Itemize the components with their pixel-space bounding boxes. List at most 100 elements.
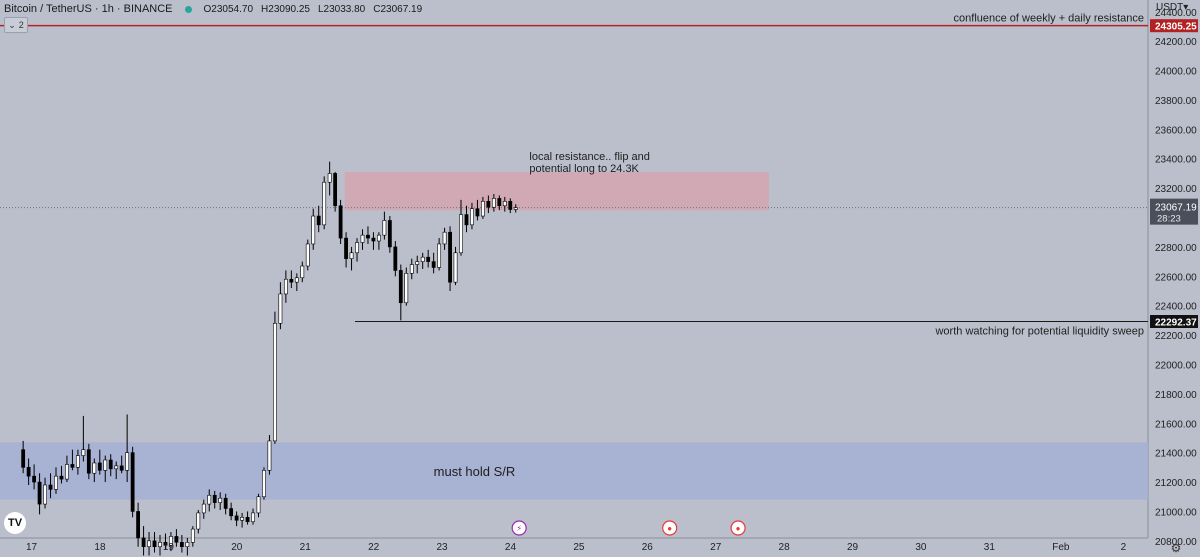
candle-body xyxy=(278,293,283,324)
time-tick-label: 19 xyxy=(163,542,175,553)
ohlc-open: O23054.70 xyxy=(203,3,254,15)
resistance-price-tag-bg xyxy=(1150,19,1198,33)
price-tick-label: 24000.00 xyxy=(1155,67,1197,78)
candle-body xyxy=(97,462,102,471)
us-flag-icon[interactable] xyxy=(730,520,746,536)
candle-body xyxy=(273,323,277,442)
candle-body xyxy=(21,449,26,468)
lightning-icon[interactable] xyxy=(511,520,527,536)
candle-body xyxy=(300,265,305,279)
gear-icon[interactable]: ⚙ xyxy=(1171,541,1182,555)
tradingview-logo-icon[interactable]: TV xyxy=(4,512,26,534)
time-tick-label: 30 xyxy=(915,542,927,553)
candle-body xyxy=(470,208,474,226)
price-tick-label: 21600.00 xyxy=(1155,419,1197,430)
price-tick-label: 23400.00 xyxy=(1155,155,1197,166)
symbol-title[interactable]: Bitcoin / TetherUS · 1h · BINANCE xyxy=(4,3,173,15)
candle-body xyxy=(316,215,321,226)
candle-body xyxy=(393,246,398,271)
candle-body xyxy=(201,503,206,514)
candle-body xyxy=(245,517,250,523)
resistance-zone[interactable] xyxy=(344,171,769,211)
candle-body xyxy=(125,452,130,471)
price-tick-label: 20800.00 xyxy=(1155,537,1197,548)
candle-body xyxy=(119,465,124,471)
us-flag-icon-glyph: ● xyxy=(667,524,672,533)
time-tick-label: Feb xyxy=(1052,542,1070,553)
price-axis-panel[interactable] xyxy=(1148,0,1200,557)
candle-body xyxy=(114,465,119,470)
time-tick-label: 18 xyxy=(94,542,106,553)
candle-body xyxy=(43,484,47,505)
support-zone[interactable] xyxy=(0,442,1148,500)
candle-body xyxy=(54,475,58,490)
sweep-annotation: worth watching for potential liquidity s… xyxy=(934,326,1144,338)
candle-body xyxy=(152,540,157,548)
price-tick-label: 23600.00 xyxy=(1155,125,1197,136)
candle-body xyxy=(267,440,272,471)
candle-body xyxy=(289,278,294,283)
candle-body xyxy=(398,270,403,304)
chevron-down-icon: ▾ xyxy=(1183,2,1189,13)
chevron-down-icon: ⌄ xyxy=(8,19,16,30)
candle-body xyxy=(130,452,135,512)
candle-body xyxy=(294,277,299,283)
time-tick-label: 25 xyxy=(573,542,585,553)
candle-body xyxy=(344,237,348,259)
candle-body xyxy=(366,234,370,239)
candle-body xyxy=(481,201,485,217)
price-tick-label: 24200.00 xyxy=(1155,37,1197,48)
candle-body xyxy=(136,511,140,539)
candle-body xyxy=(283,278,288,295)
time-tick-label: 2 xyxy=(1121,542,1127,553)
candle-body xyxy=(437,243,442,268)
time-tick-label: 29 xyxy=(847,542,859,553)
candle-body xyxy=(141,537,146,548)
indicators-toggle-button[interactable]: ⌄ 2 xyxy=(4,17,28,33)
candle-body xyxy=(37,481,42,505)
local-resistance-annotation: local resistance.. flip and potential lon… xyxy=(529,151,649,175)
price-tick-label: 21200.00 xyxy=(1155,478,1197,489)
candle-body xyxy=(497,198,502,207)
us-flag-icon[interactable] xyxy=(662,520,678,536)
bar-countdown-label: 28:23 xyxy=(1157,214,1181,225)
candle-body xyxy=(163,542,168,546)
candle-body xyxy=(218,497,223,503)
candle-body xyxy=(86,449,91,474)
price-tick-label: 22200.00 xyxy=(1155,331,1197,342)
us-flag-icon-glyph: ● xyxy=(736,524,741,533)
candle-body xyxy=(360,234,365,243)
candle-body xyxy=(185,542,190,548)
candle-body xyxy=(355,242,359,254)
candle-body xyxy=(459,214,463,254)
price-tick-label: 21400.00 xyxy=(1155,449,1197,460)
candle-body xyxy=(81,449,86,456)
currency-label: USDT xyxy=(1156,2,1184,13)
candle-body xyxy=(92,462,97,474)
candle-body xyxy=(108,459,113,470)
candle-body xyxy=(475,208,480,217)
candle-body xyxy=(486,201,491,208)
candle-body xyxy=(223,497,228,509)
candle-body xyxy=(448,231,452,283)
candle-body xyxy=(508,201,513,210)
time-tick-label: 20 xyxy=(231,542,243,553)
candle-body xyxy=(305,243,310,267)
candle-body xyxy=(212,494,217,503)
candle-body xyxy=(382,220,387,236)
candle-body xyxy=(491,198,496,208)
ohlc-low: L23033.80 xyxy=(317,3,366,15)
candle-body xyxy=(229,508,234,517)
candle-body xyxy=(322,181,327,226)
candle-body xyxy=(32,475,37,483)
candle-body xyxy=(409,264,414,274)
resistance-annotation: confluence of weekly + daily resistance xyxy=(954,13,1144,25)
time-tick-label: 27 xyxy=(710,542,722,553)
sweep-price-label: 22292.37 xyxy=(1155,318,1197,329)
currency-selector[interactable]: USDT▾ xyxy=(1156,2,1188,13)
candle-body xyxy=(70,464,75,468)
candle-body xyxy=(338,205,343,239)
indicator-count: 2 xyxy=(18,20,24,30)
